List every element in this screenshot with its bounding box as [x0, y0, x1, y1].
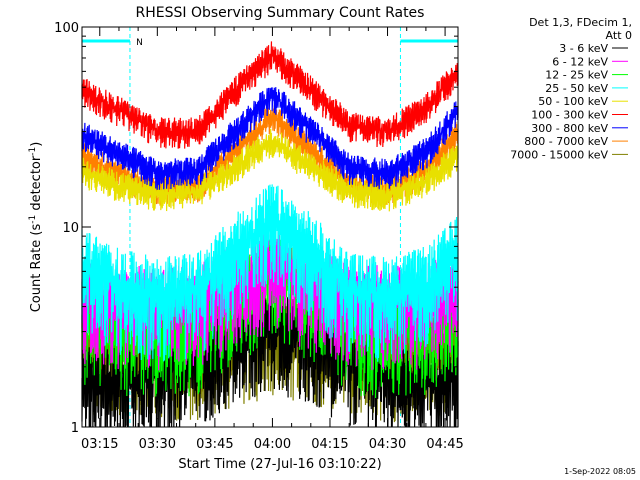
legend-label: 7000 - 15000 keV	[510, 148, 608, 161]
series-line	[81, 184, 459, 362]
legend-header-line1: Det 1,3, FDecim 1,	[529, 16, 632, 29]
y-tick-label: 100	[54, 21, 79, 36]
x-tick-label: 04:15	[311, 437, 348, 452]
x-tick-label: 04:00	[254, 437, 291, 452]
series-line	[81, 41, 459, 149]
y-axis-label-mid: detector	[29, 155, 44, 215]
x-axis-label: Start Time (27-Jul-16 03:10:22)	[178, 457, 381, 472]
y-axis-label-main: Count Rate (s	[29, 224, 44, 313]
x-axis: 03:15 03:30 03:45 04:00 04:15 04:30 04:45	[81, 27, 464, 452]
x-tick-label: 03:15	[81, 437, 118, 452]
legend-label: 6 - 12 keV	[552, 55, 608, 68]
y-axis-label: Count Rate (s-1 detector-1)	[28, 142, 44, 313]
data-series	[81, 41, 459, 428]
x-tick-label: 03:30	[139, 437, 176, 452]
series-line	[81, 286, 459, 428]
legend-label: 100 - 300 keV	[531, 109, 608, 122]
night-bars: N	[82, 27, 458, 427]
y-tick-label: 10	[62, 221, 79, 236]
legend-label: 300 - 800 keV	[531, 122, 608, 135]
legend-label: 800 - 7000 keV	[524, 135, 608, 148]
y-axis-label-sup1: -1	[28, 215, 38, 224]
x-tick-label: 04:45	[426, 437, 463, 452]
chart-title: RHESSI Observing Summary Count Rates	[136, 5, 425, 21]
legend-header-line2: Att 0	[606, 29, 632, 42]
legend-label: 3 - 6 keV	[559, 42, 608, 55]
legend-label: 50 - 100 keV	[538, 95, 608, 108]
legend-label: 25 - 50 keV	[545, 82, 608, 95]
series-line	[81, 87, 459, 190]
y-axis-label-end: )	[29, 142, 44, 147]
y-tick-label: 1	[71, 421, 79, 436]
x-tick-label: 03:45	[196, 437, 233, 452]
saa-label: N	[136, 38, 143, 48]
y-axis-label-sup2: -1	[28, 147, 38, 156]
series-line	[81, 128, 459, 212]
y-axis: 1 10 100	[54, 21, 458, 436]
footer-timestamp: 1-Sep-2022 08:05	[564, 467, 636, 476]
legend-label: 12 - 25 keV	[545, 69, 608, 82]
x-tick-label: 04:30	[369, 437, 406, 452]
